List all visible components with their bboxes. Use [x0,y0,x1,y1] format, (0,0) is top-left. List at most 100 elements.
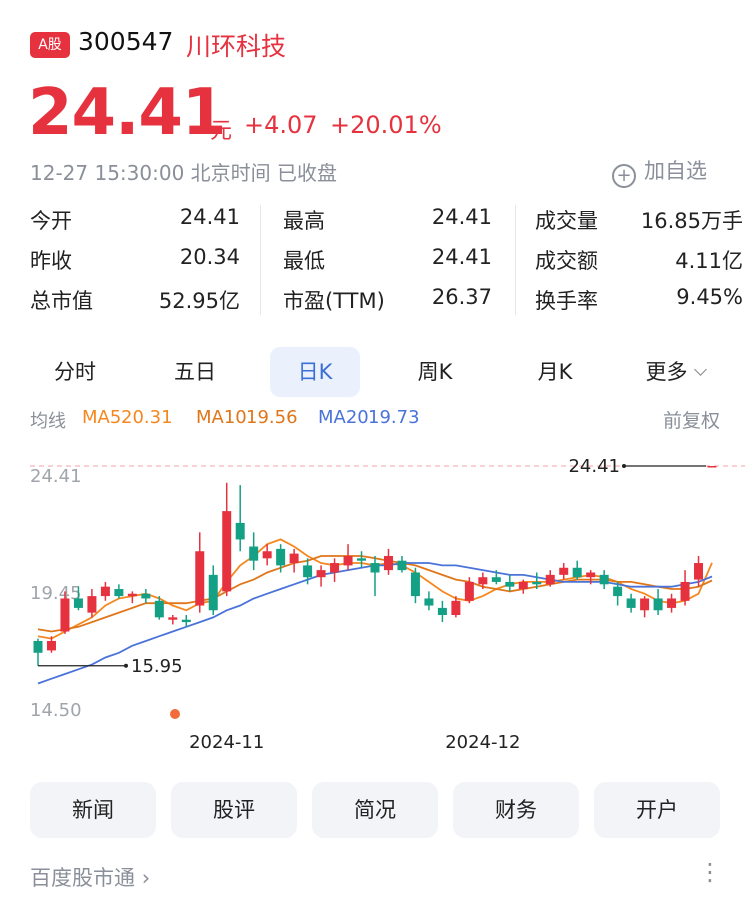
candle-body [33,640,43,653]
stat-label: 最高 [283,209,325,233]
candle-body [235,522,245,540]
candle-body [357,558,367,561]
change: +4.07 [244,111,318,139]
candle-body [505,581,515,587]
adjust[interactable]: 前复权 [662,410,720,432]
stat-value: 16.85万手 [640,209,743,233]
stat-value: 20.34 [179,245,240,269]
candle-body [303,565,313,578]
x-tick-label: 2024-12 [445,732,520,753]
action-button[interactable]: 开户 [594,782,720,838]
candle-body [141,593,151,599]
candle-body [73,598,83,608]
action-button[interactable]: 财务 [453,782,579,838]
add-watch[interactable]: + 加自选 [612,155,707,188]
candle-body [127,593,137,597]
candle-body [60,598,70,632]
candle-body [316,570,326,578]
currency: 元 [210,119,233,144]
candle-body [559,567,569,575]
candle-body [195,551,205,606]
more-menu[interactable]: ⋮ [698,858,722,886]
candle-body [640,598,650,611]
candle-body [87,596,97,613]
legend-value: 20.31 [121,407,173,428]
stat-label: 成交量 [535,209,598,233]
ma-label: 均线 [30,411,66,432]
tab[interactable]: 月K [537,360,573,384]
candle-body [707,466,717,468]
separator [260,205,261,315]
stat-label: 市盈(TTM) [283,289,385,313]
high-marker-label: 24.41 [568,456,620,477]
high-marker-dot [622,464,626,468]
low-marker-dot [124,663,128,668]
candle-body [168,617,178,620]
timestamp: 12-27 15:30:00 北京时间 已收盘 [30,161,338,185]
stat-value: 9.45% [676,285,743,309]
candle-body [680,581,690,601]
candle-body [222,511,232,592]
candle-body [545,574,555,585]
candle-body [100,586,110,597]
stock-name: 川环科技 [186,32,287,61]
stat-value: 4.11亿 [675,249,743,273]
candle-body [289,553,299,564]
event-dot[interactable] [170,709,180,719]
stat-label: 总市值 [30,289,93,313]
candle-body [249,546,259,561]
stat-value: 24.41 [431,245,492,269]
action-button[interactable]: 股评 [171,782,297,838]
candle-body [694,563,704,580]
stat-value: 26.37 [431,285,492,309]
stat-value: 24.41 [179,205,240,229]
stat-label: 最低 [283,249,325,273]
tab[interactable]: 更多 [630,347,720,397]
candle-body [397,560,407,571]
action-button[interactable]: 新闻 [30,782,156,838]
badge: A股 [30,32,70,58]
price: 24.41 [28,76,226,150]
candle-body [410,572,420,597]
candle-body [437,607,447,615]
candle-body [478,577,488,585]
chevron: › [141,866,151,890]
candle-body [46,640,56,651]
candle-body [667,598,677,608]
candle-body [276,548,286,566]
chart: 24.41 19.45 14.50 2024-11 2024-12 24.41 15.95 [30,456,745,753]
y-tick-label: 24.41 [30,466,82,487]
stat-label: 换手率 [535,289,598,313]
tab[interactable]: 周K [417,360,453,384]
y-tick-label: 14.50 [30,700,82,721]
action-button[interactable]: 简况 [312,782,438,838]
tab[interactable]: 五日 [174,360,216,384]
legend-value: 19.73 [368,407,420,428]
stat-label: 成交额 [535,249,598,273]
candle-body [181,619,191,623]
legend-name: MA10 [196,407,247,428]
tab[interactable]: 日K [270,347,360,397]
candle-body [613,586,623,597]
y-tick-label: 19.45 [30,583,82,604]
candle-body [330,563,340,573]
add-watch-label: 加自选 [644,159,707,183]
candle-body [586,572,596,578]
x-tick-label: 2024-11 [189,732,264,753]
stock-code: 300547 [78,27,174,56]
change-pct: +20.01% [330,111,442,139]
candle-body [572,567,582,578]
candle-body [518,581,528,590]
candle-body [343,555,353,566]
candle-body [464,581,474,601]
stat-value: 52.95亿 [158,289,240,313]
candle-body [383,555,393,571]
plus-icon: + [612,164,636,188]
footer[interactable]: 百度股市通 › [30,862,150,892]
stat-label: 今开 [30,209,72,233]
tab[interactable]: 分时 [54,360,96,384]
dropdown-icon [693,363,707,376]
low-marker-label: 15.95 [131,656,183,677]
legend-name: MA20 [318,407,369,428]
